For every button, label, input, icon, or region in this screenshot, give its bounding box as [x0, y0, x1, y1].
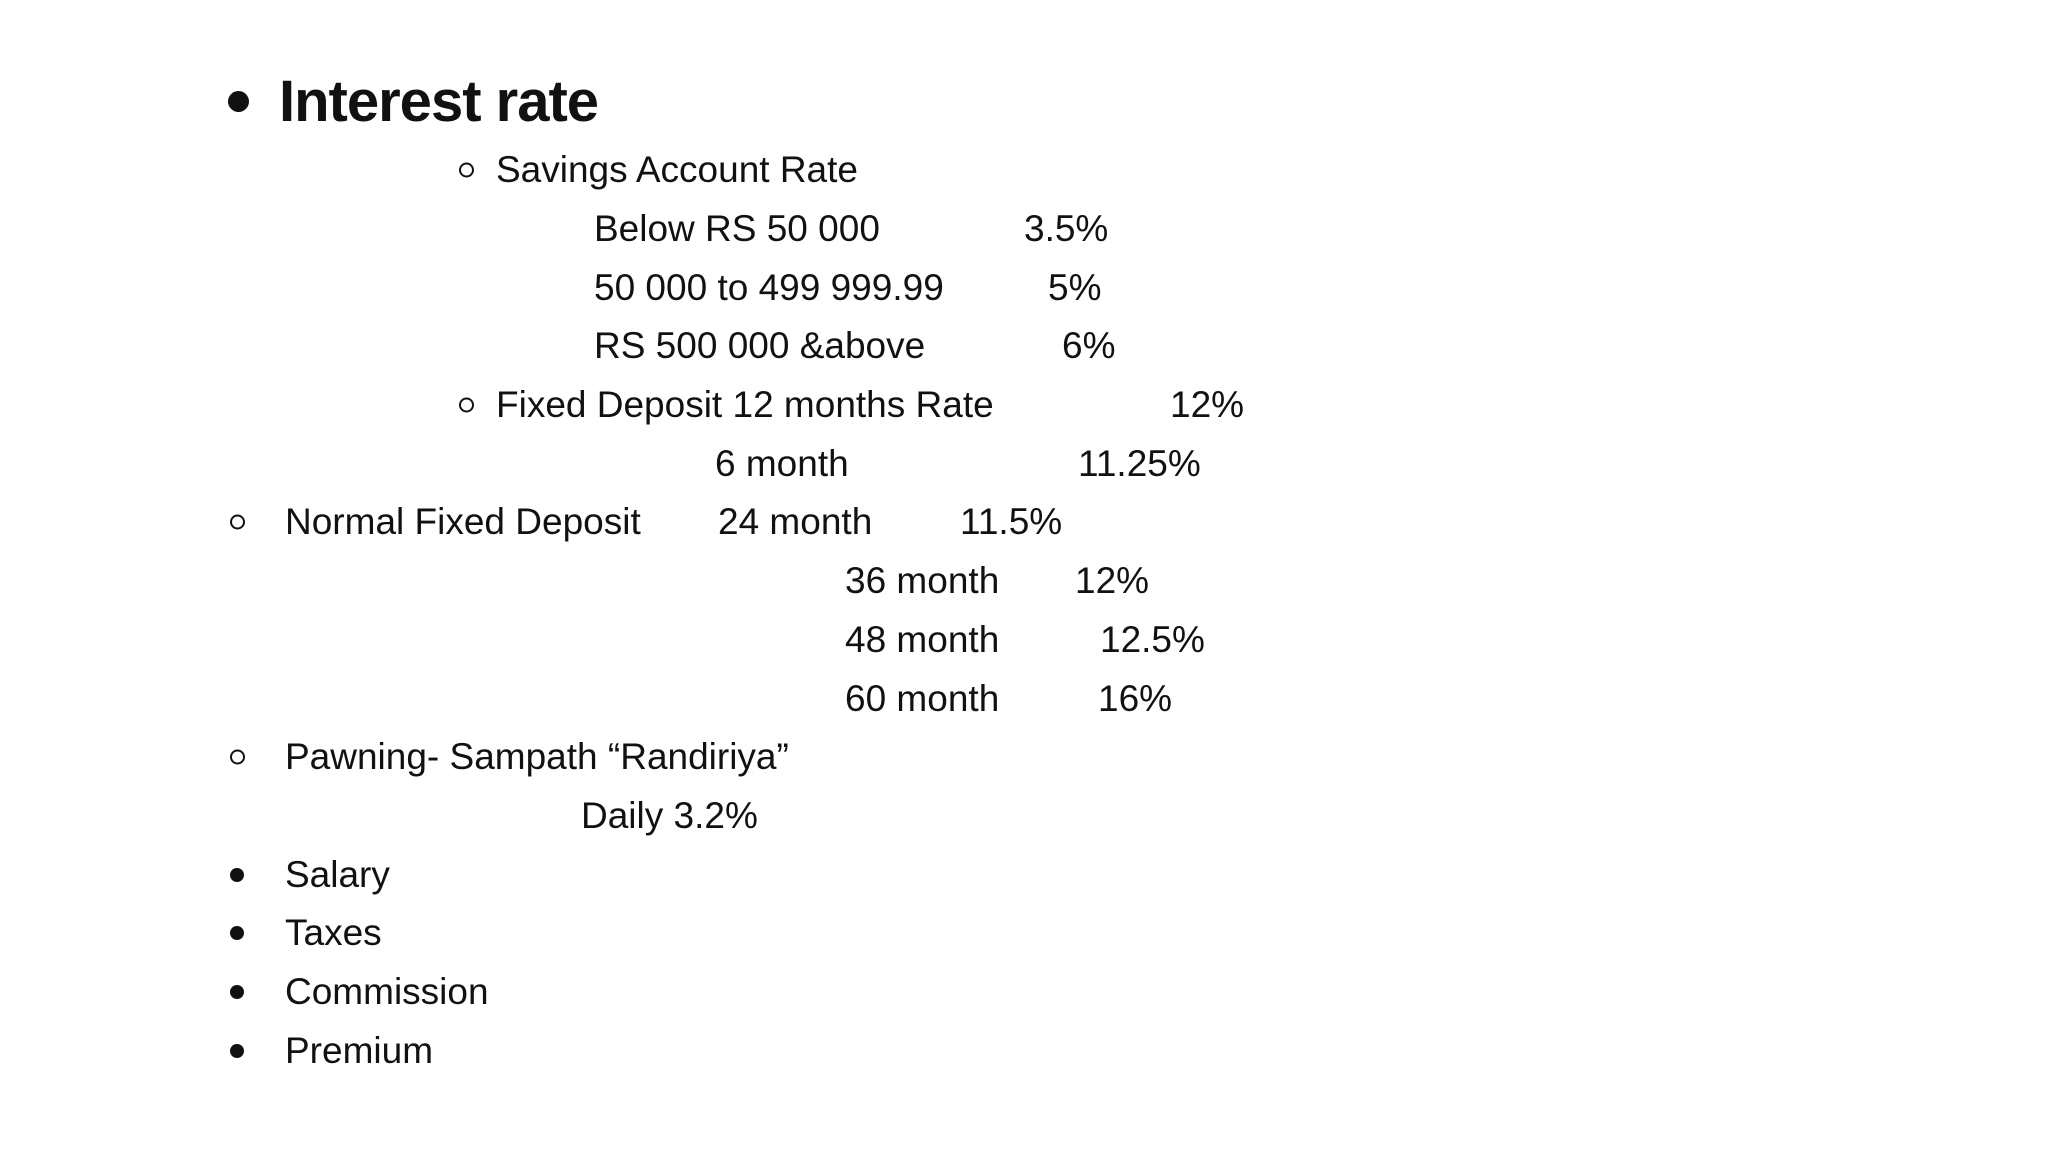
- list-item: Pawning- Sampath “Randiriya”: [0, 728, 2048, 787]
- rate-value: 16%: [1098, 677, 1173, 719]
- disc-bullet-icon: [228, 90, 249, 112]
- rate-value: 12.5%: [1100, 618, 1205, 660]
- list-item: Savings Account Rate: [0, 141, 2048, 200]
- list-item-label: Taxes: [285, 912, 382, 954]
- list-item: 50 000 to 499 999.99 5%: [0, 258, 2048, 317]
- list-item: 48 month 12.5%: [0, 611, 2048, 670]
- list-item-label: Savings Account Rate: [496, 149, 858, 191]
- disc-bullet-icon: [230, 984, 244, 999]
- list-item: Taxes: [0, 904, 2048, 963]
- list-item-label: 48 month: [845, 618, 1000, 660]
- list-item-label: 50 000 to 499 999.99: [594, 266, 944, 308]
- list-item-label: RS 500 000 &above: [594, 325, 926, 367]
- disc-bullet-icon: [230, 867, 244, 882]
- list-item: Salary: [0, 845, 2048, 904]
- list-item: Fixed Deposit 12 months Rate 12%: [0, 376, 2048, 435]
- circle-bullet-icon: [459, 162, 474, 178]
- list-item: Daily 3.2%: [0, 787, 2048, 846]
- list-item-label: 60 month: [845, 677, 1000, 719]
- circle-bullet-icon: [230, 749, 245, 765]
- list-item: Below RS 50 000 3.5%: [0, 200, 2048, 259]
- rate-value: 12%: [1075, 560, 1150, 602]
- list-item-label: Normal Fixed Deposit: [285, 501, 641, 543]
- list-item-label: Daily 3.2%: [581, 794, 758, 836]
- list-item: RS 500 000 &above 6%: [0, 317, 2048, 376]
- rate-value: 3.5%: [1024, 208, 1109, 250]
- rate-value: 12%: [1170, 384, 1245, 426]
- list-item: Premium: [0, 1021, 2048, 1080]
- title-row: Interest rate: [228, 55, 599, 147]
- rate-value: 5%: [1048, 266, 1102, 308]
- list-item-label: Pawning- Sampath “Randiriya”: [285, 736, 789, 778]
- list-item-label: Salary: [285, 853, 390, 895]
- page-title: Interest rate: [279, 68, 599, 134]
- rate-value: 6%: [1062, 325, 1116, 367]
- list-item: 36 month 12%: [0, 552, 2048, 611]
- circle-bullet-icon: [459, 397, 474, 413]
- list-item: Commission: [0, 963, 2048, 1022]
- list-item-label: Below RS 50 000: [594, 208, 880, 250]
- disc-bullet-icon: [230, 926, 244, 941]
- list-item-label: 6 month: [715, 442, 849, 484]
- list-item: 6 month 11.25%: [0, 434, 2048, 493]
- list-item-label: 36 month: [845, 560, 1000, 602]
- list-item-label: Commission: [285, 970, 489, 1012]
- bullet-list: Savings Account Rate Below RS 50 000 3.5…: [0, 141, 2048, 1080]
- rate-value: 11.25%: [1078, 442, 1201, 484]
- term-label: 24 month: [718, 501, 873, 543]
- list-item: Normal Fixed Deposit 24 month 11.5%: [0, 493, 2048, 552]
- list-item-label: Premium: [285, 1029, 434, 1071]
- list-item: 60 month 16%: [0, 669, 2048, 728]
- list-item-label: Fixed Deposit 12 months Rate: [496, 384, 994, 426]
- rate-value: 11.5%: [960, 501, 1063, 543]
- circle-bullet-icon: [230, 514, 245, 530]
- disc-bullet-icon: [230, 1043, 244, 1058]
